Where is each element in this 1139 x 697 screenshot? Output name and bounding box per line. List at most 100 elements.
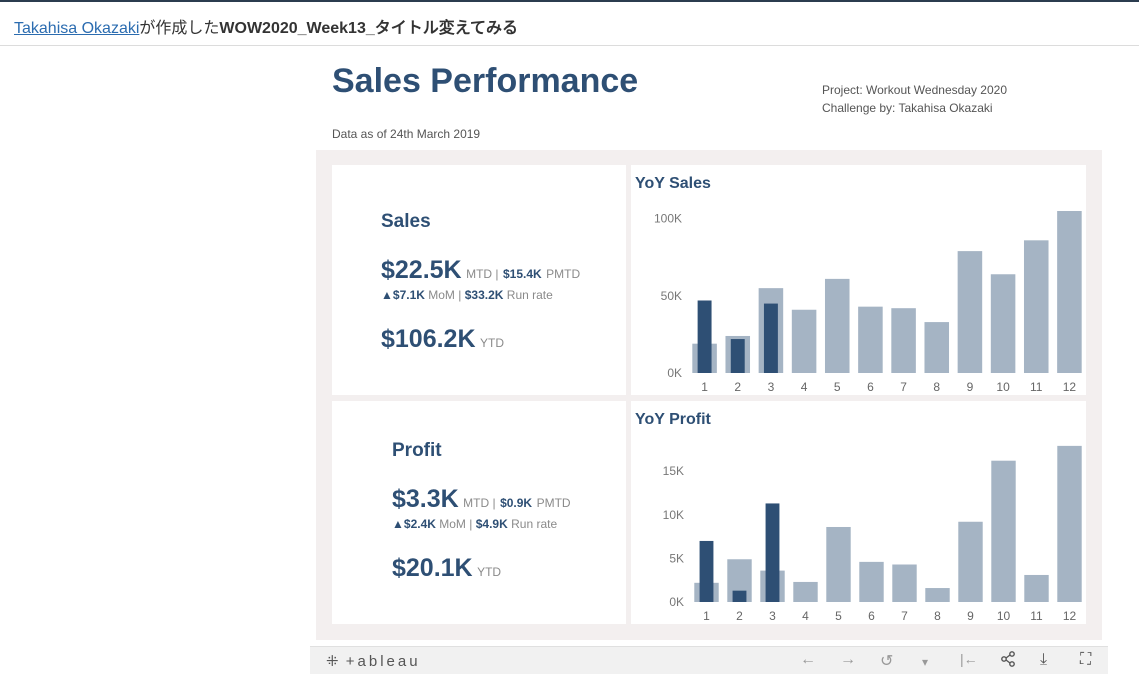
sales-mom-value: $7.1K bbox=[392, 288, 425, 302]
yoy-profit-prev-bar bbox=[826, 526, 851, 602]
dashboard: Sales Performance Project: Workout Wedne… bbox=[316, 46, 1102, 640]
yoy-sales-current-bar bbox=[697, 300, 712, 373]
profit-mom-line: ▲$2.4K MoM | $4.9K Run rate bbox=[392, 517, 557, 531]
yoy-profit-x-tick-label: 11 bbox=[1030, 609, 1043, 623]
sales-run-value: $33.2K bbox=[464, 288, 504, 302]
profit-ytd-label: YTD bbox=[477, 565, 502, 579]
dashboard-meta: Project: Workout Wednesday 2020 Challeng… bbox=[822, 81, 1007, 117]
yoy-sales-prev-bar bbox=[1023, 240, 1049, 373]
yoy-profit-ytick-label: 0K bbox=[669, 595, 684, 609]
dashboard-title: Sales Performance bbox=[332, 62, 639, 100]
profit-ytd-value: $20.1K bbox=[392, 554, 473, 582]
yoy-profit-prev-bar bbox=[1057, 445, 1082, 602]
yoy-sales-x-tick-label: 5 bbox=[834, 380, 841, 394]
yoy-sales-prev-bar bbox=[1057, 211, 1082, 373]
sales-ytd-label: YTD bbox=[479, 336, 504, 350]
yoy-profit-prev-bar bbox=[859, 561, 884, 602]
profit-pmtd-value: $0.9K bbox=[500, 496, 533, 510]
yoy-sales-prev-bar bbox=[924, 322, 950, 373]
reset-icon[interactable]: |← bbox=[960, 651, 978, 667]
download-icon[interactable]: ⤓ bbox=[1040, 651, 1048, 668]
author-link[interactable]: Takahisa Okazaki bbox=[14, 20, 140, 37]
profit-mom-arrow-icon: ▲ bbox=[392, 517, 404, 531]
undo-icon[interactable]: ← bbox=[800, 651, 816, 668]
profit-ytd-line: $20.1K YTD bbox=[392, 554, 501, 583]
sales-pmtd-value: $15.4K bbox=[502, 267, 542, 281]
yoy-profit-x-tick-label: 4 bbox=[802, 609, 809, 623]
profit-pmtd-label: PMTD bbox=[536, 496, 571, 510]
yoy-sales-x-tick-label: 7 bbox=[900, 380, 907, 394]
yoy-sales-ytick-label: 50K bbox=[661, 289, 682, 303]
yoy-sales-prev-bar bbox=[791, 309, 817, 373]
tableau-logo[interactable]: ⁜ +ableau bbox=[326, 652, 421, 670]
yoy-profit-card[interactable]: YoY Profit 0K 5K 10K 15K 1 2 3 4 5 6 7 8 9 10 11 12 bbox=[631, 401, 1086, 624]
yoy-profit-x-tick-label: 6 bbox=[868, 609, 875, 623]
profit-run-label: Run rate bbox=[511, 517, 558, 531]
fullscreen-icon[interactable]: ⛶ bbox=[1080, 651, 1092, 668]
yoy-sales-prev-bar bbox=[858, 306, 883, 373]
yoy-profit-x-tick-label: 2 bbox=[736, 609, 743, 623]
yoy-sales-current-bar bbox=[763, 303, 778, 373]
sales-ytd-value: $106.2K bbox=[381, 325, 476, 353]
yoy-profit-x-tick-label: 3 bbox=[769, 609, 776, 623]
sales-mtd-line: $22.5K MTD | $15.4K PMTD bbox=[381, 256, 580, 285]
sales-ytd-line: $106.2K YTD bbox=[381, 325, 504, 354]
yoy-sales-x-tick-label: 1 bbox=[701, 380, 708, 394]
yoy-profit-current-bar bbox=[699, 540, 714, 602]
profit-kpi-title: Profit bbox=[392, 440, 442, 461]
yoy-profit-x-tick-label: 8 bbox=[934, 609, 941, 623]
yoy-sales-ytick-label: 100K bbox=[654, 212, 682, 226]
sales-mom-label: MoM | bbox=[428, 288, 462, 302]
profit-mtd-label: MTD | bbox=[463, 496, 496, 510]
yoy-profit-prev-bar bbox=[991, 460, 1016, 602]
yoy-profit-current-bar bbox=[765, 503, 780, 602]
revert-icon[interactable]: ↺ bbox=[880, 653, 894, 670]
profit-mtd-line: $3.3K MTD | $0.9K PMTD bbox=[392, 485, 571, 514]
profit-kpi-card[interactable]: Profit $3.3K MTD | $0.9K PMTD ▲$2.4K MoM… bbox=[332, 401, 626, 624]
viz-header-line: Takahisa Okazakiが作成したWOW2020_Week13_タイトル… bbox=[14, 14, 518, 38]
viz-header: Takahisa Okazakiが作成したWOW2020_Week13_タイトル… bbox=[0, 0, 1139, 46]
tableau-logo-icon: ⁜ bbox=[326, 653, 339, 670]
sales-run-label: Run rate bbox=[506, 288, 553, 302]
yoy-sales-card[interactable]: YoY Sales 0K 50K 100K 1 2 3 4 5 6 7 8 9 10 11 12 bbox=[631, 165, 1086, 395]
sales-kpi-title: Sales bbox=[381, 211, 431, 232]
share-icon[interactable] bbox=[1000, 651, 1016, 672]
profit-mtd-value: $3.3K bbox=[392, 485, 459, 513]
viz-title: WOW2020_Week13_タイトル変えてみる bbox=[219, 20, 518, 37]
yoy-sales-x-tick-label: 4 bbox=[801, 380, 808, 394]
sales-mtd-value: $22.5K bbox=[381, 256, 462, 284]
project-text: Project: Workout Wednesday 2020 bbox=[822, 83, 1007, 97]
yoy-profit-x-tick-label: 10 bbox=[997, 609, 1011, 623]
yoy-profit-prev-bar bbox=[892, 564, 917, 602]
yoy-profit-ytick-label: 5K bbox=[669, 551, 684, 565]
yoy-profit-x-tick-label: 12 bbox=[1063, 609, 1077, 623]
yoy-profit-prev-bar bbox=[958, 521, 983, 602]
yoy-sales-x-tick-label: 6 bbox=[867, 380, 874, 394]
sales-mom-arrow-icon: ▲ bbox=[381, 288, 393, 302]
yoy-sales-x-tick-label: 12 bbox=[1063, 380, 1077, 394]
yoy-profit-prev-bar bbox=[793, 581, 818, 602]
data-as-of: Data as of 24th March 2019 bbox=[332, 127, 481, 141]
yoy-profit-x-tick-label: 7 bbox=[901, 609, 908, 623]
challenge-text: Challenge by: Takahisa Okazaki bbox=[822, 101, 993, 115]
yoy-profit-prev-bar bbox=[925, 588, 950, 602]
yoy-profit-current-bar bbox=[732, 590, 747, 602]
yoy-sales-x-tick-label: 11 bbox=[1030, 380, 1043, 394]
revert-dropdown-icon[interactable]: ▾ bbox=[922, 655, 929, 669]
yoy-sales-title: YoY Sales bbox=[635, 175, 711, 192]
profit-mom-value: $2.4K bbox=[403, 517, 436, 531]
yoy-profit-x-tick-label: 9 bbox=[967, 609, 974, 623]
yoy-profit-ytick-label: 15K bbox=[663, 464, 684, 478]
yoy-sales-prev-bar bbox=[891, 308, 916, 373]
redo-icon[interactable]: → bbox=[840, 651, 856, 668]
profit-mom-label: MoM | bbox=[439, 517, 473, 531]
tableau-toolbar: ⁜ +ableau ← → ↺ ▾ |← ⤓ ⛶ bbox=[310, 646, 1108, 674]
dashboard-panel: Sales $22.5K MTD | $15.4K PMTD ▲$7.1K Mo… bbox=[316, 150, 1102, 640]
yoy-profit-x-tick-label: 5 bbox=[835, 609, 842, 623]
yoy-sales-prev-bar bbox=[957, 251, 983, 373]
sales-kpi-card[interactable]: Sales $22.5K MTD | $15.4K PMTD ▲$7.1K Mo… bbox=[332, 165, 626, 395]
profit-run-value: $4.9K bbox=[475, 517, 508, 531]
sales-mom-line: ▲$7.1K MoM | $33.2K Run rate bbox=[381, 288, 553, 302]
